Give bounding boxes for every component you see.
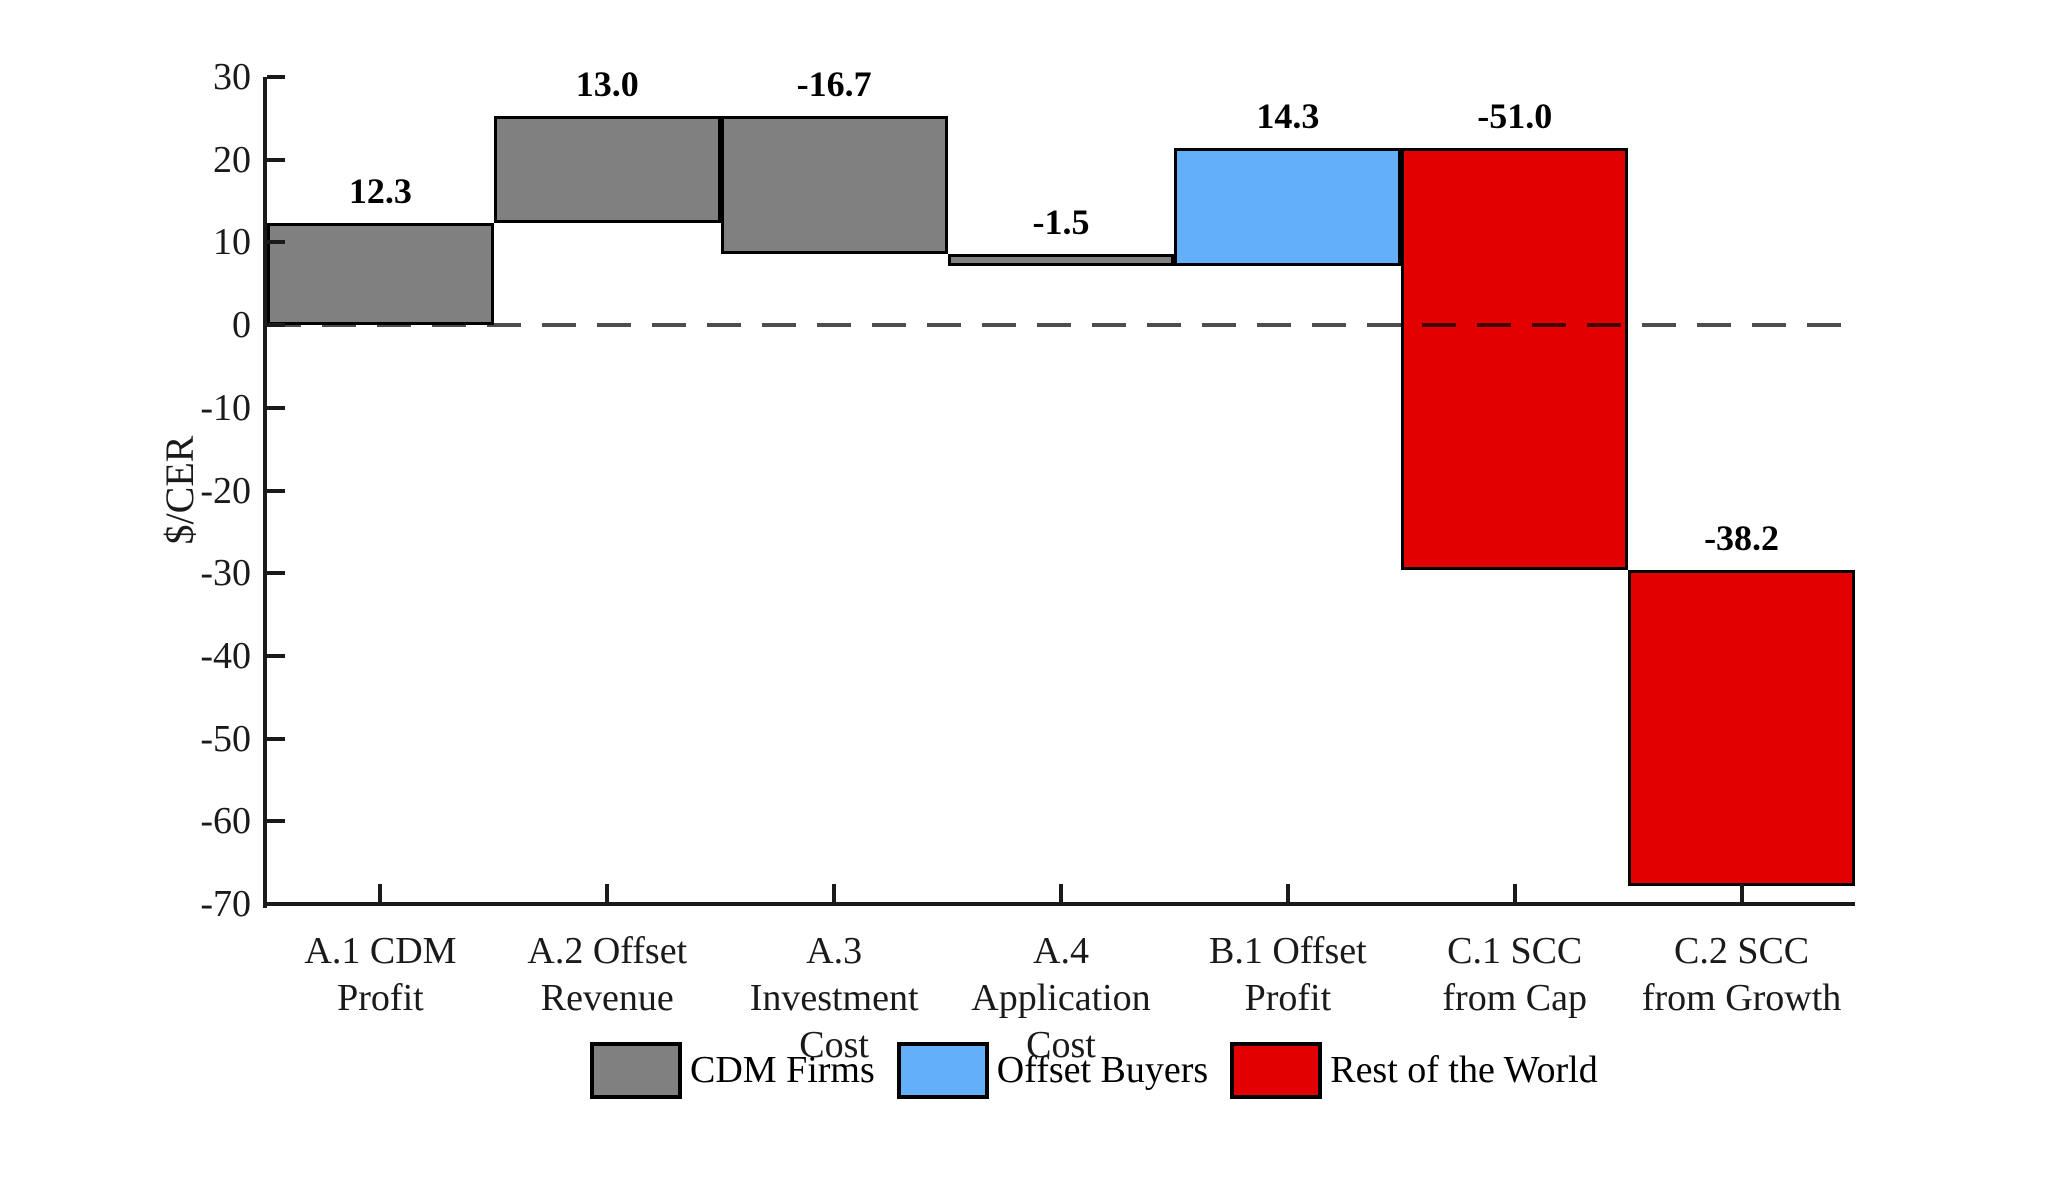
y-tick bbox=[267, 75, 285, 79]
x-category-label-line: B.1 Offset bbox=[1209, 930, 1367, 972]
legend-swatch-rest-of-the-world bbox=[1230, 1041, 1323, 1099]
bar-value-label-a-4-application-cost: -1.5 bbox=[1032, 201, 1090, 242]
y-tick bbox=[267, 736, 285, 741]
x-tick bbox=[378, 884, 383, 902]
y-tick-label: 0 bbox=[232, 304, 251, 347]
x-category-label-line: A.4 Application bbox=[971, 930, 1151, 1019]
y-tick bbox=[267, 653, 285, 658]
x-tick bbox=[832, 884, 837, 902]
x-category-label-line: Cost bbox=[799, 1024, 869, 1066]
y-tick bbox=[267, 571, 285, 576]
bar-value-label-a-1-cdm-profit: 12.3 bbox=[348, 171, 412, 212]
plot-area: 12.3 A.1 CDM Profit 13.0 A.2 Offset Revenue -1… bbox=[263, 64, 1855, 1066]
x-axis-line bbox=[263, 902, 1855, 906]
x-category-label-line: Profit bbox=[337, 977, 424, 1019]
legend-swatch-cdm-firms bbox=[590, 1041, 682, 1099]
x-category-label-line: A.2 Offset bbox=[527, 930, 688, 972]
x-category-label-line: C.1 SCC bbox=[1447, 930, 1583, 972]
y-tick-label: 20 bbox=[213, 138, 251, 181]
bar-a-1-cdm-profit bbox=[267, 223, 494, 326]
bar-a-3-investment-cost bbox=[720, 115, 948, 254]
y-tick bbox=[267, 902, 285, 906]
x-tick bbox=[1739, 884, 1744, 902]
legend-label: Rest of the World bbox=[1330, 1048, 1598, 1091]
x-category-label-line: from Cap bbox=[1442, 977, 1587, 1019]
x-category-label-line: A.3 Investment bbox=[749, 930, 919, 1019]
legend-item-cdm-firms: CDM Firms bbox=[590, 1041, 875, 1099]
y-tick bbox=[267, 157, 285, 162]
x-category-label-line: Cost bbox=[1026, 1024, 1096, 1066]
legend-label: CDM Firms bbox=[690, 1048, 875, 1091]
x-category-label-line: Profit bbox=[1244, 977, 1332, 1019]
x-category-label-c-2-scc-from-growth: C.2 SCC from Growth bbox=[1628, 928, 1855, 1022]
y-tick-label: -50 bbox=[200, 717, 251, 760]
y-axis-line bbox=[263, 77, 267, 908]
y-tick-label: 30 bbox=[213, 56, 251, 98]
bar-c-2-scc-from-growth bbox=[1628, 569, 1855, 886]
x-category-label-line: C.2 SCC bbox=[1673, 930, 1810, 972]
x-tick bbox=[1285, 884, 1290, 902]
y-tick bbox=[267, 819, 285, 824]
bar-a-2-offset-revenue bbox=[493, 115, 721, 224]
y-tick-label: -70 bbox=[200, 883, 251, 925]
x-category-label-line: Revenue bbox=[540, 977, 674, 1019]
bar-value-label-a-3-investment-cost: -16.7 bbox=[796, 63, 872, 104]
y-tick-label: 10 bbox=[213, 221, 251, 264]
x-category-label-a-4-application-cost: A.4 Application Cost bbox=[948, 928, 1175, 1069]
y-tick-label: -10 bbox=[200, 386, 251, 429]
x-category-label-line: A.1 CDM bbox=[304, 930, 457, 972]
y-tick bbox=[267, 323, 285, 328]
bar-value-label-c-1-scc-from-cap: -51.0 bbox=[1477, 96, 1553, 137]
bar-c-1-scc-from-cap bbox=[1401, 148, 1629, 570]
y-tick-label: -40 bbox=[200, 634, 251, 677]
legend-swatch-offset-buyers bbox=[896, 1041, 989, 1099]
legend-item-offset-buyers: Offset Buyers bbox=[896, 1041, 1209, 1099]
y-tick bbox=[267, 240, 285, 245]
y-tick-label: -60 bbox=[200, 800, 251, 843]
bar-value-label-a-2-offset-revenue: 13.0 bbox=[575, 63, 639, 104]
legend-label: Offset Buyers bbox=[996, 1048, 1209, 1091]
x-category-label-a-1-cdm-profit: A.1 CDM Profit bbox=[267, 928, 494, 1022]
x-tick bbox=[1059, 884, 1063, 902]
x-tick bbox=[605, 884, 610, 902]
bar-value-label-c-2-scc-from-growth: -38.2 bbox=[1704, 517, 1780, 558]
y-tick-label: -20 bbox=[200, 469, 251, 512]
bar-b-1-offset-profit bbox=[1174, 148, 1402, 267]
bar-value-label-b-1-offset-profit: 14.3 bbox=[1256, 96, 1320, 137]
y-tick bbox=[267, 405, 285, 410]
legend-item-rest-of-the-world: Rest of the World bbox=[1230, 1041, 1598, 1099]
zero-dashed-line bbox=[267, 323, 1855, 328]
legend: CDM Firms Offset Buyers Rest of the World bbox=[590, 1040, 1598, 1100]
x-category-label-a-2-offset-revenue: A.2 Offset Revenue bbox=[494, 928, 721, 1022]
x-category-label-c-1-scc-from-cap: C.1 SCC from Cap bbox=[1401, 928, 1628, 1022]
x-category-label-a-3-investment-cost: A.3 Investment Cost bbox=[721, 928, 948, 1069]
x-category-label-b-1-offset-profit: B.1 Offset Profit bbox=[1174, 928, 1401, 1022]
y-tick bbox=[267, 488, 285, 493]
bar-a-4-application-cost bbox=[947, 253, 1175, 267]
y-tick-label: -30 bbox=[200, 552, 251, 595]
x-tick bbox=[1512, 884, 1517, 902]
x-category-label-line: from Growth bbox=[1641, 977, 1842, 1019]
